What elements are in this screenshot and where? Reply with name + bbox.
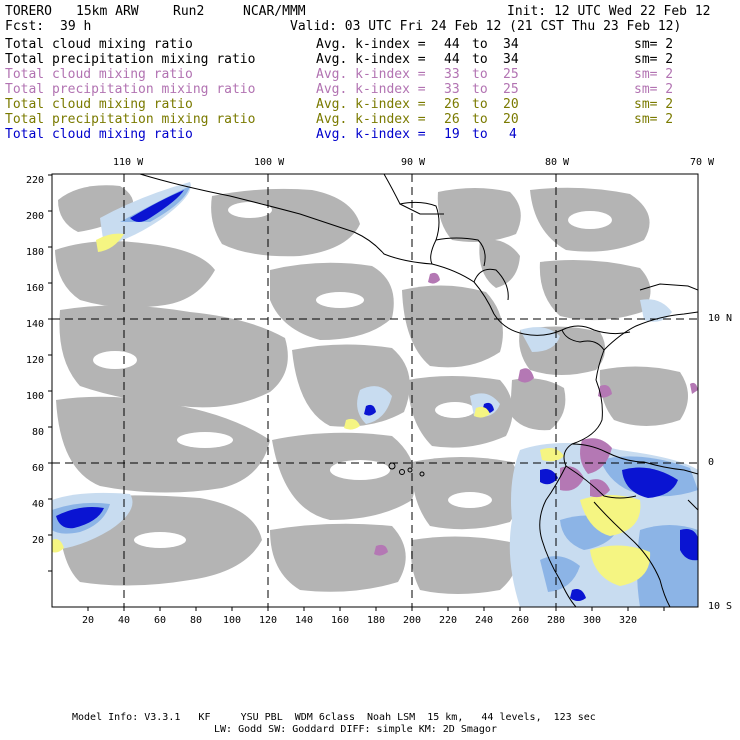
- x-tick-label: 100: [223, 615, 242, 626]
- x-tick-label: 200: [403, 615, 422, 626]
- x-tick-label: 260: [511, 615, 530, 626]
- legend-to: 20: [503, 97, 519, 112]
- model-org: NCAR/MMM: [243, 4, 306, 19]
- model-name: TORERO: [5, 4, 52, 19]
- y-tick-label: 60: [32, 463, 45, 474]
- legend-kindex: Avg. k-index =: [316, 67, 426, 82]
- x-tick-label: 140: [295, 615, 314, 626]
- y-tick-label: 160: [26, 283, 45, 294]
- y-tick-label: 40: [32, 499, 45, 510]
- init-time: Init: 12 UTC Wed 22 Feb 12: [507, 4, 711, 19]
- cloud-gaps: [93, 202, 612, 548]
- legend-sm: sm= 2: [634, 67, 674, 82]
- deep-blue-precip: [56, 190, 698, 601]
- axis-ticks: [48, 174, 665, 611]
- legend-field: Total precipitation mixing ratio: [5, 82, 256, 97]
- legend-to: 25: [503, 67, 519, 82]
- legend-kindex: Avg. k-index =: [316, 127, 426, 142]
- legend-from: 44: [444, 52, 460, 67]
- legend-to: 4: [509, 127, 517, 142]
- y-tick-label: 140: [26, 319, 45, 330]
- lat-label-10n: 10 N: [708, 313, 733, 324]
- y-tick-label: 100: [26, 391, 45, 402]
- lon-label-90w: 90 W: [401, 157, 426, 168]
- model-run: Run2: [173, 4, 205, 19]
- x-tick-label: 220: [439, 615, 458, 626]
- legend-field: Total cloud mixing ratio: [5, 127, 193, 142]
- legend-from: 44: [444, 37, 460, 52]
- legend-to-word: to: [472, 67, 488, 82]
- lat-lon-grid: [52, 174, 698, 607]
- x-tick-label: 160: [331, 615, 350, 626]
- x-tick-label: 120: [259, 615, 278, 626]
- x-tick-label: 60: [154, 615, 167, 626]
- legend-from: 33: [444, 82, 460, 97]
- x-tick-label: 240: [475, 615, 494, 626]
- y-tick-label: 220: [26, 175, 45, 186]
- model-physics: LW: Godd SW: Goddard DIFF: simple KM: 2D…: [214, 724, 497, 735]
- legend-to: 20: [503, 112, 519, 127]
- cloud-field: [55, 185, 688, 594]
- forecast-label: Fcst:: [5, 19, 45, 34]
- lat-label-0: 0: [708, 457, 715, 468]
- x-tick-label: 20: [82, 615, 95, 626]
- legend-field: Total precipitation mixing ratio: [5, 52, 256, 67]
- y-tick-label: 180: [26, 247, 45, 258]
- legend-sm: sm= 2: [634, 97, 674, 112]
- y-tick-label: 20: [32, 535, 45, 546]
- legend-from: 26: [444, 112, 460, 127]
- y-tick-label: 200: [26, 211, 45, 222]
- lon-label-110w: 110 W: [113, 157, 144, 168]
- legend-to: 25: [503, 82, 519, 97]
- x-tick-label: 300: [583, 615, 602, 626]
- legend-field: Total cloud mixing ratio: [5, 67, 193, 82]
- valid-time: Valid: 03 UTC Fri 24 Feb 12 (21 CST Thu …: [290, 19, 682, 34]
- lon-label-100w: 100 W: [254, 157, 285, 168]
- x-tick-label: 280: [547, 615, 566, 626]
- legend-sm: sm= 2: [634, 37, 674, 52]
- x-tick-label: 80: [190, 615, 203, 626]
- lat-label-10s: 10 S: [708, 601, 733, 612]
- y-tick-label: 120: [26, 355, 45, 366]
- legend-to: 34: [503, 52, 519, 67]
- lon-label-70w: 70 W: [690, 157, 715, 168]
- coastlines: [139, 174, 698, 607]
- forecast-hours: 39 h: [60, 19, 92, 34]
- legend-from: 19: [444, 127, 460, 142]
- yellow-precip: [52, 233, 651, 586]
- legend-to-word: to: [472, 112, 488, 127]
- y-tick-label: 80: [32, 427, 45, 438]
- model-resolution: 15km ARW: [76, 4, 139, 19]
- legend-kindex: Avg. k-index =: [316, 37, 426, 52]
- legend-to-word: to: [472, 52, 488, 67]
- legend-to: 34: [503, 37, 519, 52]
- legend-from: 33: [444, 67, 460, 82]
- legend-to-word: to: [472, 82, 488, 97]
- legend-to-word: to: [472, 127, 488, 142]
- legend-field: Total precipitation mixing ratio: [5, 112, 256, 127]
- legend-sm: sm= 2: [634, 82, 674, 97]
- legend-to-word: to: [472, 37, 488, 52]
- x-tick-label: 320: [619, 615, 638, 626]
- legend-kindex: Avg. k-index =: [316, 52, 426, 67]
- legend-to-word: to: [472, 97, 488, 112]
- x-tick-label: 180: [367, 615, 386, 626]
- legend-field: Total cloud mixing ratio: [5, 97, 193, 112]
- legend-sm: sm= 2: [634, 112, 674, 127]
- legend-from: 26: [444, 97, 460, 112]
- legend-kindex: Avg. k-index =: [316, 97, 426, 112]
- x-tick-label: 40: [118, 615, 131, 626]
- legend-kindex: Avg. k-index =: [316, 112, 426, 127]
- model-info: Model Info: V3.3.1 KF YSU PBL WDM 6class…: [72, 712, 596, 723]
- legend-sm: sm= 2: [634, 52, 674, 67]
- legend-kindex: Avg. k-index =: [316, 82, 426, 97]
- legend-field: Total cloud mixing ratio: [5, 37, 193, 52]
- purple-precip: [374, 272, 698, 556]
- lon-label-80w: 80 W: [545, 157, 570, 168]
